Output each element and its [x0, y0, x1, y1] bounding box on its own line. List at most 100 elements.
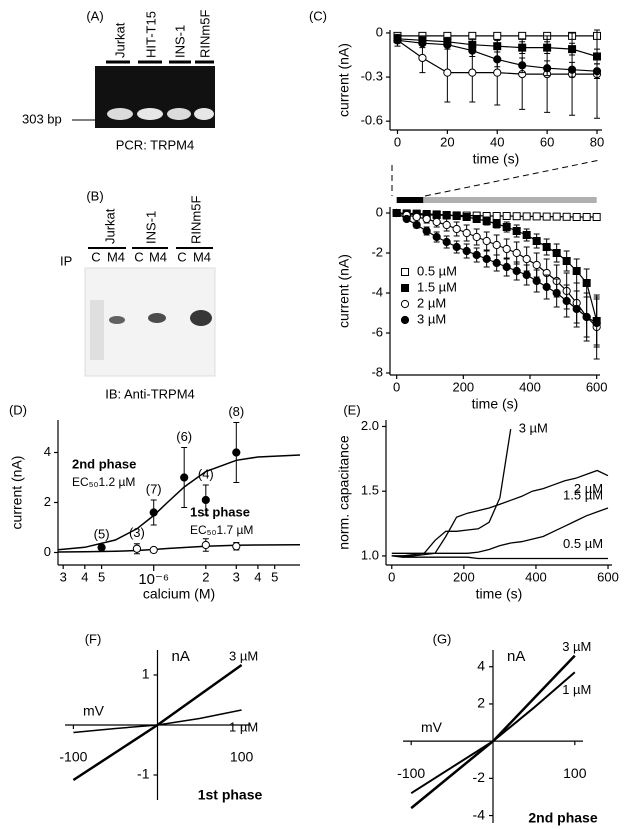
marker: [512, 266, 521, 276]
marker: [492, 220, 501, 228]
marker: [468, 68, 477, 77]
lane-label: HIT-T15: [143, 11, 158, 58]
panel-label: (C): [309, 8, 327, 23]
x-tick-label: 600: [586, 379, 608, 394]
y-axis-label: nA: [507, 648, 525, 665]
marker: [442, 237, 451, 247]
marker: [592, 67, 602, 76]
marker: [472, 215, 481, 223]
x-tick-label: 600: [597, 569, 619, 584]
marker: [493, 31, 502, 40]
x-tick-label: 0: [394, 134, 401, 149]
lane-label: INS-1: [172, 25, 187, 58]
marker: [592, 213, 601, 221]
lane-label: M4: [193, 249, 211, 264]
stimulus-bar: [396, 197, 424, 203]
y-tick-label: 1: [142, 666, 150, 682]
group-label: Jurkat: [102, 208, 117, 244]
lane-label: RINm5F: [197, 10, 212, 58]
marker: [512, 227, 521, 235]
series-label: 1 µM: [562, 682, 591, 697]
marker: [562, 296, 571, 306]
y-tick-label: 2.0: [361, 418, 379, 433]
lane-label: M4: [149, 249, 167, 264]
marker: [542, 282, 551, 292]
annotation: EC₅₀1.2 µM: [72, 475, 135, 489]
y-axis-label: current (nA): [336, 43, 352, 117]
y-tick-label: 1.0: [361, 547, 379, 562]
y-tick-label: -2: [473, 769, 486, 785]
x-tick-label: 400: [519, 379, 541, 394]
marker: [582, 213, 591, 221]
panel-title: 2nd phase: [528, 810, 597, 826]
n-label: (3): [129, 525, 145, 540]
marker: [418, 39, 427, 48]
marker: [468, 46, 477, 55]
marker: [452, 212, 461, 220]
lane-label: C: [134, 249, 143, 264]
lane-label: M4: [107, 249, 125, 264]
marker: [502, 262, 511, 272]
y-axis-label: nA: [172, 648, 190, 665]
marker: [442, 211, 451, 219]
legend-label: 3 µM: [417, 311, 446, 326]
marker: [552, 212, 561, 221]
series-line: [410, 671, 576, 795]
x-tick-label: 80: [590, 134, 604, 149]
y-tick-label: 4: [44, 444, 51, 459]
y-tick-label: 1.5: [361, 483, 379, 498]
marker: [542, 212, 551, 221]
gel-caption: PCR: TRPM4: [116, 137, 195, 152]
x-tick-label: 400: [525, 569, 547, 584]
y-tick-label: 0: [376, 204, 383, 219]
marker: [552, 249, 561, 257]
x-tick-label: -100: [59, 749, 87, 765]
series-line: [391, 469, 609, 557]
marker: [443, 68, 452, 77]
zoom-lines: [391, 159, 601, 197]
x-axis-label: time (s): [476, 586, 523, 602]
x-tick-label: 200: [453, 569, 475, 584]
series-label: 0.5 µM: [563, 536, 603, 551]
marker: [443, 40, 452, 49]
x-tick-label: 100: [563, 765, 587, 781]
marker: [572, 213, 581, 221]
y-tick-label: 0: [44, 544, 51, 559]
x-tick-label: 2: [202, 569, 209, 584]
y-tick-label: 0: [376, 24, 383, 39]
y-tick-label: 2: [44, 494, 51, 509]
marker: [452, 224, 461, 234]
marker: [522, 270, 531, 280]
size-marker: 303 bp: [22, 111, 62, 126]
marker: [401, 268, 409, 276]
marker: [393, 36, 402, 45]
y-tick-label: -1: [137, 766, 150, 782]
marker: [201, 495, 210, 505]
marker: [472, 232, 481, 242]
blot-caption: IB: Anti-TRPM4: [105, 386, 195, 401]
marker: [432, 232, 441, 242]
marker: [572, 267, 581, 275]
x-tick-label: -100: [397, 765, 425, 781]
marker: [562, 212, 571, 221]
y-tick-label: -4: [371, 284, 383, 299]
marker: [572, 304, 581, 314]
legend-label: 0.5 µM: [417, 263, 457, 278]
y-axis-label: current (nA): [336, 254, 352, 328]
x-tick-label: 3: [60, 569, 67, 584]
marker: [400, 315, 410, 325]
marker: [180, 473, 189, 482]
lane-label: C: [91, 249, 100, 264]
marker: [132, 544, 142, 553]
marker: [522, 254, 531, 264]
marker: [522, 231, 531, 239]
y-tick-label: -0.3: [361, 68, 383, 83]
x-tick-label: 100: [230, 749, 254, 765]
y-tick-label: -8: [371, 364, 383, 379]
panel-label: (D): [9, 402, 27, 417]
marker: [582, 312, 591, 322]
marker: [452, 242, 461, 252]
series-line: [391, 428, 512, 557]
marker: [482, 254, 491, 264]
marker: [418, 53, 427, 63]
